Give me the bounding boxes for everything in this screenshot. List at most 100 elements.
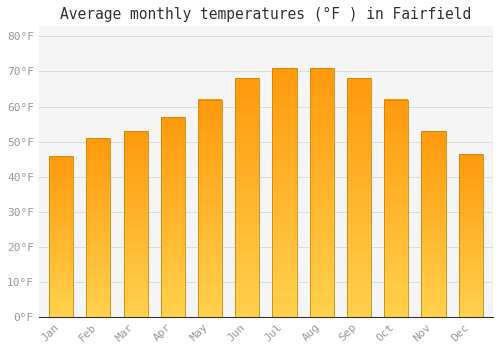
Bar <box>49 184 73 186</box>
Bar <box>160 243 185 245</box>
Bar <box>49 201 73 202</box>
Bar <box>49 193 73 194</box>
Bar <box>160 287 185 289</box>
Bar <box>310 125 334 128</box>
Bar <box>422 139 446 140</box>
Bar <box>458 287 483 289</box>
Bar <box>160 219 185 221</box>
Bar <box>272 210 296 212</box>
Bar <box>235 138 260 140</box>
Bar <box>198 162 222 165</box>
Bar <box>422 152 446 153</box>
Bar <box>86 247 110 249</box>
Bar <box>86 218 110 220</box>
Bar <box>458 222 483 224</box>
Bar <box>124 140 148 142</box>
Bar <box>272 165 296 168</box>
Bar <box>160 247 185 249</box>
Bar <box>235 131 260 133</box>
Bar <box>310 230 334 232</box>
Bar <box>347 305 371 307</box>
Bar <box>310 140 334 142</box>
Bar <box>160 251 185 253</box>
Bar <box>310 162 334 165</box>
Bar <box>458 234 483 235</box>
Bar <box>235 302 260 305</box>
Bar <box>124 228 148 230</box>
Bar <box>49 223 73 225</box>
Bar <box>235 160 260 162</box>
Bar <box>86 270 110 272</box>
Bar <box>384 141 408 143</box>
Bar <box>384 123 408 126</box>
Bar <box>49 280 73 281</box>
Bar <box>272 237 296 240</box>
Bar <box>422 308 446 309</box>
Bar <box>422 285 446 287</box>
Bar <box>49 256 73 257</box>
Bar <box>160 225 185 227</box>
Bar <box>235 155 260 157</box>
Bar <box>422 311 446 313</box>
Bar <box>272 142 296 145</box>
Bar <box>86 206 110 208</box>
Bar <box>458 219 483 220</box>
Bar <box>310 193 334 195</box>
Bar <box>458 315 483 317</box>
Bar <box>198 232 222 234</box>
Bar <box>272 302 296 304</box>
Bar <box>160 265 185 267</box>
Bar <box>310 267 334 270</box>
Bar <box>272 155 296 158</box>
Bar <box>86 272 110 274</box>
Bar <box>198 313 222 315</box>
Bar <box>235 176 260 178</box>
Bar <box>49 156 73 317</box>
Bar <box>347 310 371 312</box>
Bar <box>235 162 260 164</box>
Bar <box>272 274 296 277</box>
Bar <box>422 194 446 196</box>
Bar <box>86 261 110 263</box>
Bar <box>310 75 334 78</box>
Bar <box>198 228 222 230</box>
Bar <box>235 110 260 112</box>
Bar <box>124 166 148 168</box>
Bar <box>49 233 73 235</box>
Bar <box>198 202 222 204</box>
Bar <box>422 261 446 263</box>
Bar <box>422 207 446 209</box>
Bar <box>86 283 110 285</box>
Bar <box>347 288 371 290</box>
Bar <box>49 220 73 222</box>
Bar <box>384 250 408 252</box>
Bar <box>458 248 483 250</box>
Bar <box>124 281 148 284</box>
Bar <box>458 307 483 309</box>
Bar <box>124 294 148 296</box>
Bar <box>458 220 483 222</box>
Bar <box>86 231 110 233</box>
Bar <box>458 198 483 199</box>
Bar <box>86 292 110 294</box>
Bar <box>198 258 222 260</box>
Bar <box>310 138 334 140</box>
Bar <box>310 215 334 217</box>
Bar <box>198 99 222 317</box>
Bar <box>198 189 222 191</box>
Bar <box>384 169 408 171</box>
Bar <box>422 240 446 243</box>
Bar <box>310 110 334 113</box>
Bar <box>384 258 408 260</box>
Bar <box>124 185 148 187</box>
Bar <box>49 157 73 159</box>
Bar <box>86 256 110 258</box>
Bar <box>160 269 185 271</box>
Bar <box>347 212 371 214</box>
Bar <box>86 211 110 213</box>
Bar <box>272 145 296 148</box>
Bar <box>86 204 110 206</box>
Bar <box>49 176 73 178</box>
Bar <box>384 219 408 221</box>
Bar <box>124 268 148 270</box>
